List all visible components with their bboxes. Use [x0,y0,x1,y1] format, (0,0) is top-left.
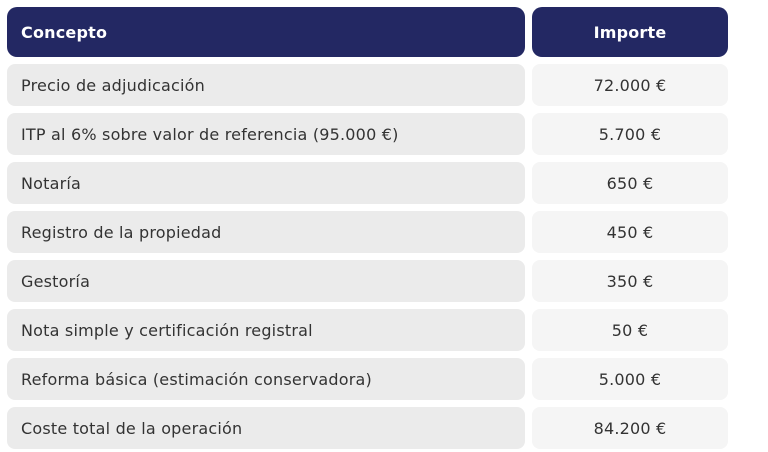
table-row-amount: 5.700 € [532,113,728,155]
table-row-concept: Coste total de la operación [7,407,525,449]
table-row-amount: 72.000 € [532,64,728,106]
table-row-concept: Gestoría [7,260,525,302]
column-header-importe: Importe [532,7,728,57]
cost-breakdown-table: Concepto Importe Precio de adjudicación … [7,7,728,449]
table-row-concept: Reforma básica (estimación conservadora) [7,358,525,400]
table-row-concept: Nota simple y certificación registral [7,309,525,351]
table-row-amount: 650 € [532,162,728,204]
table-row-concept: Registro de la propiedad [7,211,525,253]
table-row-concept: Precio de adjudicación [7,64,525,106]
column-header-concepto: Concepto [7,7,525,57]
table-row-concept: ITP al 6% sobre valor de referencia (95.… [7,113,525,155]
table-row-amount: 84.200 € [532,407,728,449]
table-row-amount: 50 € [532,309,728,351]
table-row-amount: 450 € [532,211,728,253]
table-row-amount: 5.000 € [532,358,728,400]
table-row-concept: Notaría [7,162,525,204]
table-row-amount: 350 € [532,260,728,302]
